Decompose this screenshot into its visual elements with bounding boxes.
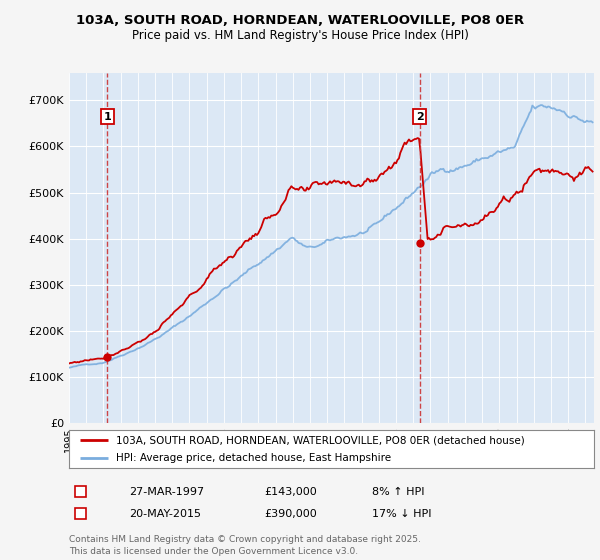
Text: 1: 1 xyxy=(104,111,111,122)
Text: £143,000: £143,000 xyxy=(264,487,317,497)
Text: £390,000: £390,000 xyxy=(264,508,317,519)
Text: HPI: Average price, detached house, East Hampshire: HPI: Average price, detached house, East… xyxy=(116,453,391,463)
Text: Price paid vs. HM Land Registry's House Price Index (HPI): Price paid vs. HM Land Registry's House … xyxy=(131,29,469,42)
Text: 8% ↑ HPI: 8% ↑ HPI xyxy=(372,487,425,497)
Text: 1: 1 xyxy=(77,487,85,497)
Text: 20-MAY-2015: 20-MAY-2015 xyxy=(129,508,201,519)
Text: Contains HM Land Registry data © Crown copyright and database right 2025.
This d: Contains HM Land Registry data © Crown c… xyxy=(69,535,421,556)
Text: 2: 2 xyxy=(77,508,85,519)
Text: 103A, SOUTH ROAD, HORNDEAN, WATERLOOVILLE, PO8 0ER (detached house): 103A, SOUTH ROAD, HORNDEAN, WATERLOOVILL… xyxy=(116,435,525,445)
Text: 27-MAR-1997: 27-MAR-1997 xyxy=(129,487,204,497)
Text: 2: 2 xyxy=(416,111,424,122)
Text: 103A, SOUTH ROAD, HORNDEAN, WATERLOOVILLE, PO8 0ER: 103A, SOUTH ROAD, HORNDEAN, WATERLOOVILL… xyxy=(76,14,524,27)
Text: 17% ↓ HPI: 17% ↓ HPI xyxy=(372,508,431,519)
